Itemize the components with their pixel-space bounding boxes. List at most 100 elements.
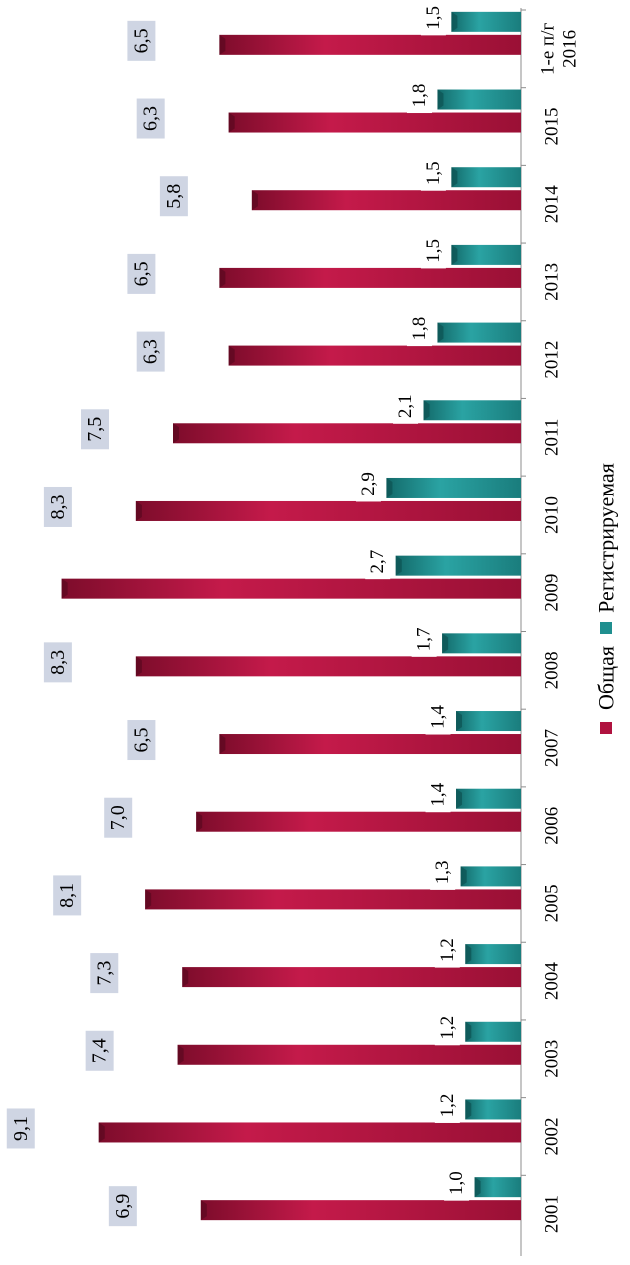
data-label-obshchaya: 7,0	[107, 805, 129, 830]
bar-end-cap	[228, 345, 235, 366]
bar-end-cap	[451, 244, 458, 265]
bar-registriruemaya	[437, 322, 521, 343]
data-label-box	[406, 78, 432, 114]
data-label-box	[411, 621, 437, 657]
category-label: 2003	[542, 1040, 563, 1078]
data-label-box	[434, 1087, 460, 1123]
data-label-box	[434, 932, 460, 968]
data-label-obshchaya: 9,1	[10, 1116, 32, 1141]
bar-end-cap	[196, 811, 203, 832]
legend-label-obshchaya: Общая	[594, 646, 619, 710]
data-label-obshchaya: 5,8	[163, 184, 185, 209]
data-label-registriruemaya: 2,7	[367, 550, 388, 574]
data-label-box	[444, 1165, 470, 1201]
bar-end-cap	[465, 1021, 472, 1042]
category-label: 2004	[542, 962, 563, 1001]
data-label-registriruemaya: 1,2	[437, 938, 458, 962]
bar-end-cap	[177, 1044, 184, 1065]
bar-end-cap	[200, 1200, 207, 1221]
bar-end-cap	[61, 578, 68, 599]
category-label: 2008	[542, 651, 563, 689]
bar-end-cap	[465, 1099, 472, 1120]
bar-registriruemaya	[386, 477, 521, 498]
data-label-registriruemaya: 1,5	[423, 239, 444, 263]
data-label-obshchaya: 7,5	[84, 417, 106, 442]
category-label: 2013	[542, 263, 563, 301]
data-label-box	[159, 176, 188, 217]
bar-end-cap	[456, 711, 463, 732]
data-label-box	[85, 1030, 114, 1071]
bar-registriruemaya	[465, 1099, 521, 1120]
data-label-box	[420, 0, 446, 36]
plot-area: 2001 6,9 1,0 2002 9,1 1,2 2003 7,4 1,2 2004 7,3 1,2…	[6, 0, 619, 1256]
bar-end-cap	[219, 734, 226, 755]
bar-registriruemaya	[451, 11, 521, 32]
data-label-registriruemaya: 1,2	[437, 1094, 458, 1118]
data-label-registriruemaya: 1,8	[409, 84, 430, 108]
bar-end-cap	[437, 322, 444, 343]
data-label-box	[355, 466, 381, 502]
bar-obshchaya	[98, 1122, 521, 1143]
bar-obshchaya	[145, 889, 521, 910]
data-label-obshchaya: 8,1	[56, 883, 78, 908]
bar-registriruemaya	[456, 711, 521, 732]
data-label-box	[127, 720, 156, 761]
bar-obshchaya	[173, 423, 521, 444]
data-label-obshchaya: 7,4	[89, 1038, 111, 1063]
bar-obshchaya	[135, 656, 521, 677]
bar-end-cap	[386, 477, 393, 498]
category-label: 2010	[542, 496, 563, 534]
bar-obshchaya	[177, 1044, 521, 1065]
data-label-registriruemaya: 1,8	[409, 317, 430, 341]
bar-end-cap	[182, 967, 189, 988]
category-label: 2012	[542, 341, 563, 379]
data-label-box	[127, 20, 156, 61]
data-label-registriruemaya: 1,0	[446, 1171, 467, 1195]
bar-obshchaya	[196, 811, 521, 832]
bar-obshchaya	[219, 34, 521, 55]
category-label-multiline: 1-е п/г 2016	[538, 23, 581, 75]
data-label-box	[81, 409, 109, 450]
data-label-box	[136, 331, 165, 372]
data-label-box	[136, 98, 165, 139]
data-label-box	[90, 953, 119, 994]
bar-end-cap	[474, 1177, 481, 1198]
data-label-registriruemaya: 1,5	[423, 161, 444, 185]
data-label-obshchaya: 6,3	[140, 339, 162, 364]
bar-end-cap	[423, 400, 430, 421]
data-label-obshchaya: 6,5	[130, 261, 152, 286]
bar-registriruemaya	[423, 400, 521, 421]
data-label-box	[430, 854, 456, 890]
bar-obshchaya	[251, 190, 521, 211]
category-label-line: 1-е п/г	[538, 23, 559, 75]
category-label: 2015	[542, 108, 563, 146]
bar-registriruemaya	[442, 633, 521, 654]
data-label-box	[43, 642, 72, 683]
bar-end-cap	[219, 34, 226, 55]
data-label-obshchaya: 6,9	[112, 1194, 134, 1219]
data-label-obshchaya: 7,3	[93, 961, 115, 986]
bar-end-cap	[456, 788, 463, 809]
data-label-obshchaya: 6,5	[130, 28, 152, 53]
category-label: 2011	[542, 419, 563, 456]
data-label-obshchaya: 6,5	[130, 728, 152, 753]
data-label-registriruemaya: 1,4	[428, 782, 449, 806]
category-label: 2014	[542, 185, 563, 224]
bar-registriruemaya	[474, 1177, 521, 1198]
bar-end-cap	[437, 89, 444, 110]
bar-obshchaya	[200, 1200, 521, 1221]
data-label-obshchaya: 8,3	[47, 494, 69, 519]
bar-registriruemaya	[451, 244, 521, 265]
data-label-box	[420, 155, 446, 191]
data-label-registriruemaya: 1,3	[432, 861, 453, 885]
bar-end-cap	[135, 500, 142, 521]
category-label: 2006	[542, 807, 563, 845]
data-label-box	[434, 1010, 460, 1046]
bar-registriruemaya	[465, 944, 521, 965]
bar-end-cap	[442, 633, 449, 654]
data-label-box	[365, 544, 391, 580]
data-label-obshchaya: 8,3	[47, 650, 69, 675]
bar-end-cap	[173, 423, 179, 444]
